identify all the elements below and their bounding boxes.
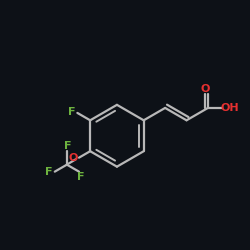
Text: F: F <box>45 167 52 177</box>
Text: O: O <box>69 153 78 163</box>
Text: O: O <box>201 84 210 94</box>
Text: F: F <box>64 141 72 151</box>
Text: F: F <box>76 172 84 182</box>
Text: F: F <box>68 107 76 117</box>
Text: OH: OH <box>221 103 239 113</box>
